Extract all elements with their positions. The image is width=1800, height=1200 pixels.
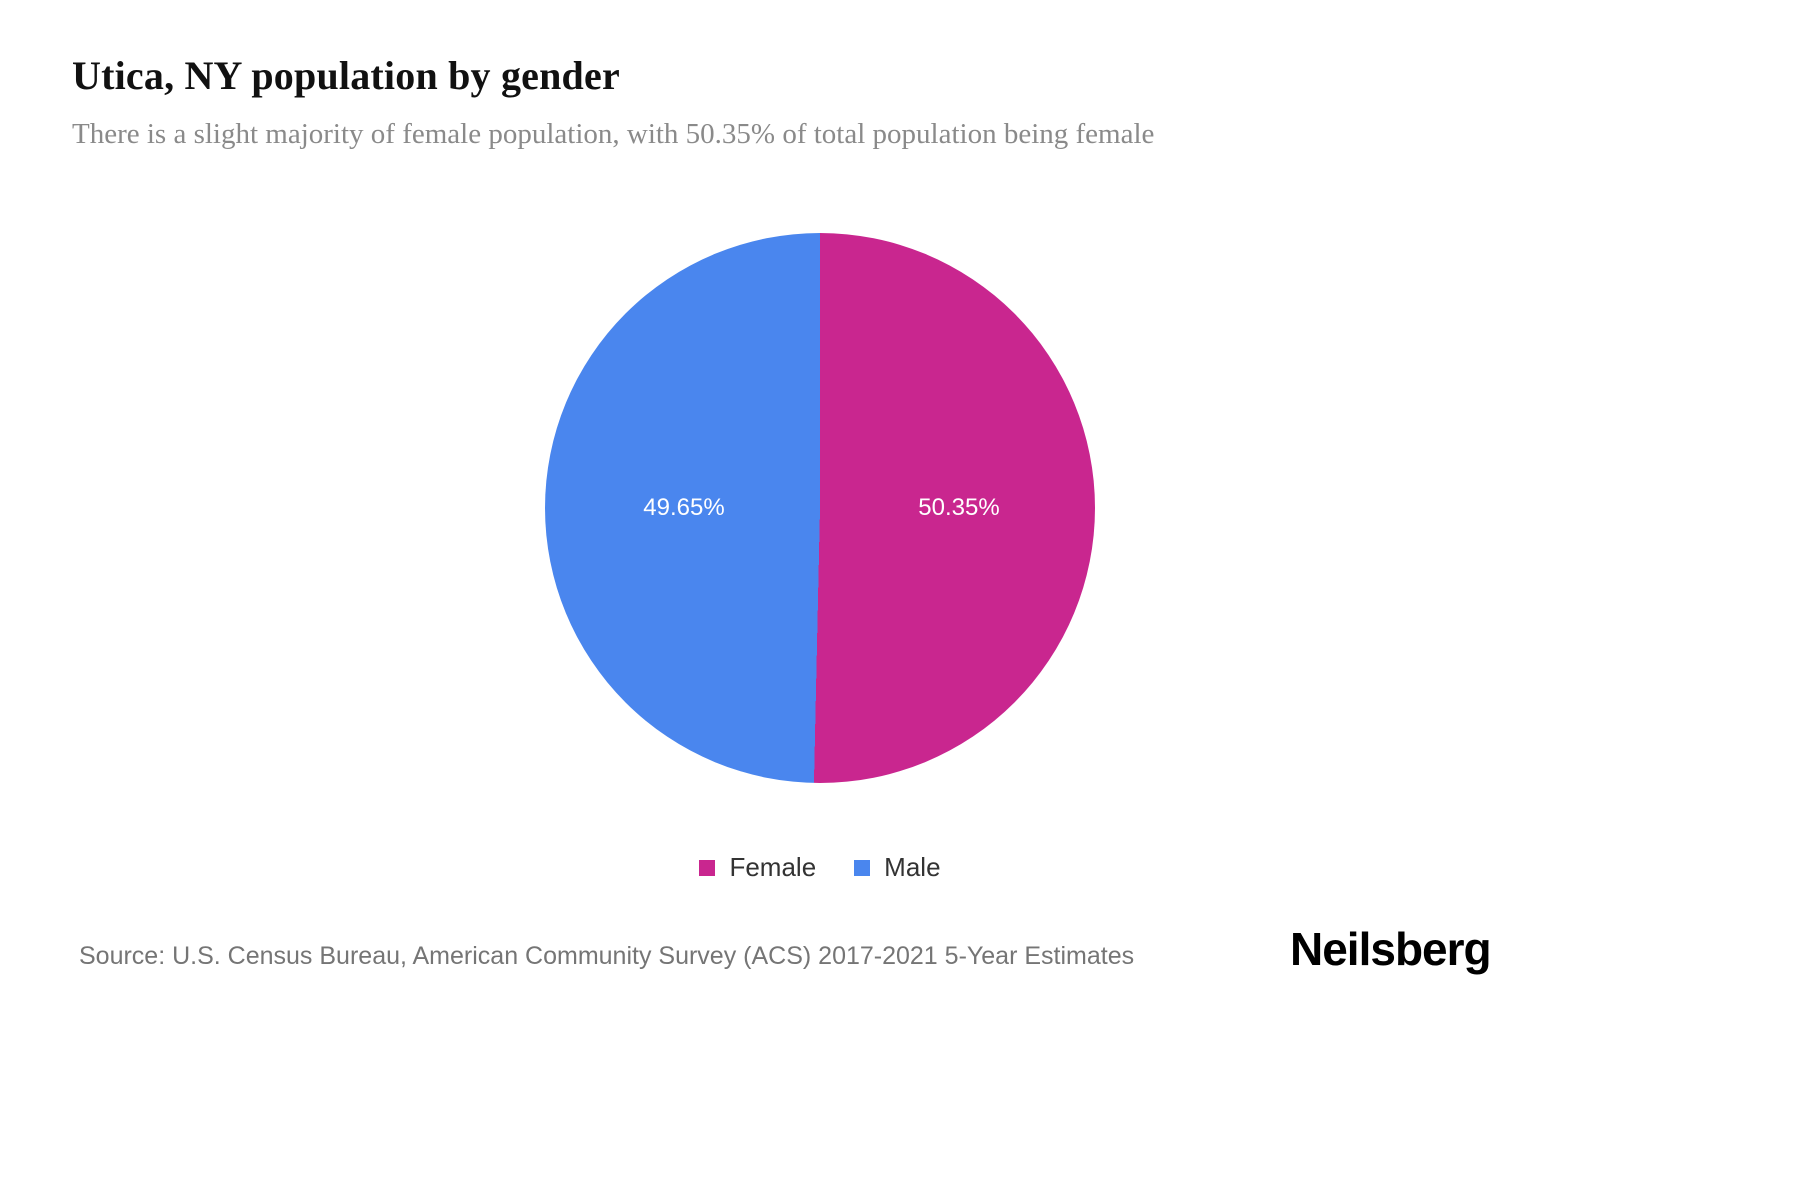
chart-title: Utica, NY population by gender <box>72 53 620 98</box>
female-swatch-icon <box>699 859 716 876</box>
source-attribution: Source: U.S. Census Bureau, American Com… <box>79 942 1135 970</box>
chart-subtitle: There is a slight majority of female pop… <box>72 118 1155 150</box>
legend-item-female[interactable]: Female <box>699 852 816 883</box>
slice-label-male: 49.65% <box>643 494 725 521</box>
legend-label-female: Female <box>729 852 817 882</box>
legend-label-male: Male <box>884 852 941 882</box>
neilsberg-logo: Neilsberg <box>1290 923 1492 975</box>
pie-chart: 50.35% 49.65% <box>545 233 1095 783</box>
slice-label-female: 50.35% <box>918 494 1000 521</box>
legend: Female Male <box>545 852 1095 883</box>
male-swatch-icon <box>854 859 871 876</box>
legend-item-male[interactable]: Male <box>854 852 941 883</box>
